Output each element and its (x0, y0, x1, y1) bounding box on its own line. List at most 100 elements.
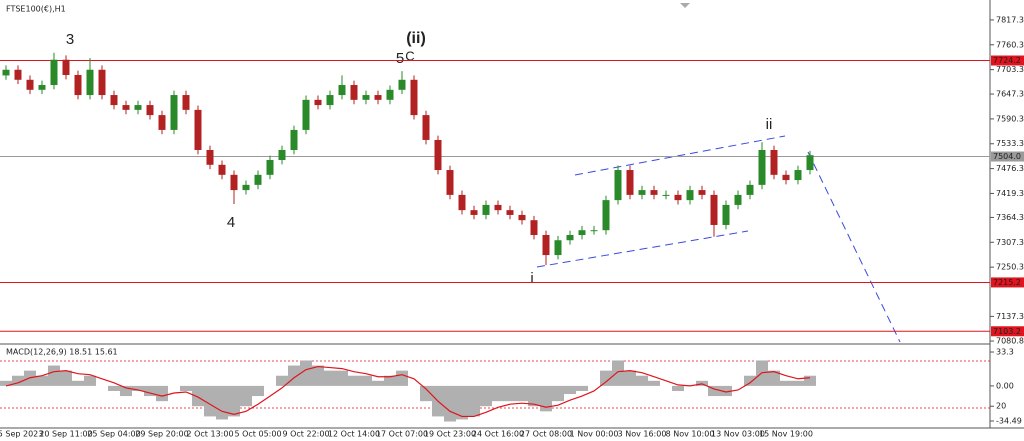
x-tick-label: 27 Oct 08:00 (520, 430, 572, 439)
macd-bar (36, 375, 48, 386)
signal-line (5, 365, 811, 418)
macd-bar (144, 385, 156, 397)
macd-bar (636, 375, 648, 386)
macd-bar (276, 375, 288, 386)
y-tick-label: 7250.3 (996, 263, 1024, 272)
macd-bar (324, 370, 336, 386)
macd-bar (60, 370, 72, 386)
macd-bar (540, 385, 552, 412)
macd-bar (600, 370, 612, 386)
candle-body (26, 79, 34, 90)
candle-body (278, 149, 286, 161)
y-tick-label: 0.00 (996, 381, 1014, 390)
macd-bar (180, 385, 192, 391)
candle-body (494, 204, 502, 211)
y-tick-label: 7760.3 (996, 40, 1024, 49)
x-tick-label: 2 Oct 13:00 (186, 430, 233, 439)
x-tick-label: 29 Sep 20:00 (135, 430, 188, 439)
macd-bar (360, 375, 372, 386)
candle-body (446, 170, 454, 195)
macd-bar (120, 385, 132, 397)
macd-bar (228, 385, 240, 417)
y-tick-label: 7533.3 (996, 139, 1024, 148)
macd-bar (780, 380, 792, 386)
candle-body (302, 99, 310, 130)
x-tick-label: 8 Nov 10:00 (666, 430, 715, 439)
macd-bar (492, 385, 504, 402)
macd-bar (300, 360, 312, 386)
candle-body (206, 149, 214, 165)
macd-bar (348, 375, 360, 386)
macd-bar (768, 370, 780, 386)
scroll-marker (680, 3, 690, 8)
candle-body (770, 149, 778, 175)
level-label: 7504.0 (993, 152, 1021, 161)
macd-bar (132, 385, 144, 391)
candle-body (518, 214, 526, 221)
x-tick-label: 13 Nov 03:00 (711, 430, 765, 439)
candle-body (338, 85, 346, 96)
trend-line (574, 135, 786, 176)
candle-body (266, 160, 274, 175)
candle-body (290, 129, 298, 150)
candle-body (182, 95, 190, 110)
candle-body (614, 170, 622, 201)
x-tick-label: 19 Oct 23:00 (424, 430, 476, 439)
y-tick-label: 7817.3 (996, 15, 1024, 24)
candle-body (698, 190, 706, 195)
macd-bar (216, 385, 228, 420)
candle-body (530, 220, 538, 236)
candle-body (74, 74, 82, 96)
candle-body (722, 204, 730, 225)
macd-bar (552, 385, 564, 402)
candle-body (782, 174, 790, 181)
candle-body (638, 190, 646, 195)
macd-bar (372, 380, 384, 386)
level-tag (991, 326, 1024, 337)
x-tick-label: 5 Oct 05:00 (234, 430, 281, 439)
candle-body (98, 69, 106, 96)
level-tag (991, 151, 1024, 162)
macd-bar (468, 385, 480, 417)
candle-body (542, 235, 550, 256)
candle-body (134, 105, 142, 110)
x-tick-label: 1 Nov 00:00 (570, 430, 619, 439)
macd-bar (204, 385, 216, 417)
candle-body (386, 89, 394, 100)
macd-bar (456, 385, 468, 420)
macd-bar (396, 370, 408, 386)
macd-bar (720, 385, 732, 397)
y-tick-label: -34.49 (996, 416, 1022, 425)
macd-bar (48, 365, 60, 386)
level-label: 7215.2 (993, 278, 1021, 287)
candle-body (626, 170, 634, 195)
wave-label: ii (766, 116, 773, 133)
candle-body (350, 85, 358, 100)
candle-body (86, 69, 94, 96)
candle-body (230, 174, 238, 191)
macd-bar (804, 375, 816, 386)
macd-bar (624, 370, 636, 386)
macd-bar (420, 385, 432, 402)
macd-bar (252, 385, 264, 397)
candle-body (470, 210, 478, 215)
x-tick-label: 17 Oct 07:00 (376, 430, 428, 439)
candle-body (14, 69, 22, 80)
candle-body (374, 95, 382, 100)
candle-body (314, 99, 322, 106)
candle-body (434, 139, 442, 171)
candle-body (662, 194, 670, 196)
candle-body (38, 85, 46, 90)
macd-bar (672, 385, 684, 391)
candle-body (458, 194, 466, 211)
y-tick-label: 7647.3 (996, 90, 1024, 99)
y-tick-label: 7307.3 (996, 238, 1024, 247)
macd-bar (288, 365, 300, 386)
candle-body (122, 105, 130, 110)
candle-body (794, 170, 802, 181)
candle-body (194, 109, 202, 150)
y-tick-label: 33.3 (996, 348, 1014, 357)
candle-body (566, 235, 574, 241)
macd-bar (312, 365, 324, 386)
